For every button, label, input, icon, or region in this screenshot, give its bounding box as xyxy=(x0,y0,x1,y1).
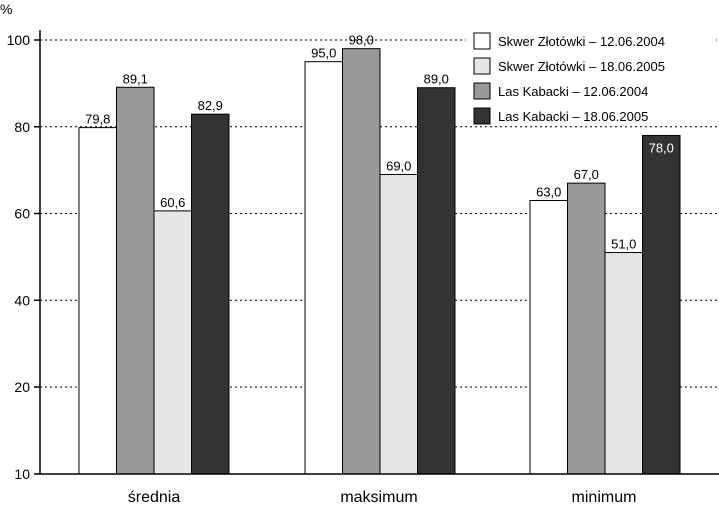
legend-swatch xyxy=(473,32,491,50)
y-tick-label: 10 xyxy=(14,466,30,482)
legend-label: Las Kabacki – 18.06.2005 xyxy=(498,109,648,124)
y-tick-label: 20 xyxy=(14,379,30,395)
bar xyxy=(191,113,230,475)
data-label: 79,8 xyxy=(85,112,110,127)
legend-label: Skwer Złotówki – 18.06.2005 xyxy=(498,59,665,74)
y-tick-label: 40 xyxy=(14,292,30,308)
axes: 10 20 40 60 80 100 średnia maksimum minimum xyxy=(7,30,719,506)
legend-swatch xyxy=(473,82,491,100)
y-tick-label: 60 xyxy=(14,206,30,222)
data-label: 82,9 xyxy=(198,98,223,113)
legend-swatch xyxy=(473,57,491,75)
legend-label: Las Kabacki – 12.06.2004 xyxy=(498,84,648,99)
bar xyxy=(379,173,418,475)
bar xyxy=(604,252,643,475)
data-label: 51,0 xyxy=(611,237,636,252)
data-label: 89,0 xyxy=(424,72,449,87)
x-category-label: średnia xyxy=(128,489,181,506)
data-label: 95,0 xyxy=(311,46,336,61)
bar xyxy=(153,210,192,475)
y-tick-label: 80 xyxy=(14,119,30,135)
x-category-label: minimum xyxy=(572,489,637,506)
data-label: 69,0 xyxy=(386,158,411,173)
data-label: 60,6 xyxy=(160,195,185,210)
data-label: 98,0 xyxy=(349,33,374,48)
bar xyxy=(78,127,117,475)
legend: Skwer Złotówki – 12.06.2004 Skwer Złotówk… xyxy=(466,24,716,125)
bar xyxy=(417,87,456,475)
bar xyxy=(342,48,381,475)
x-category-label: maksimum xyxy=(340,489,417,506)
bar xyxy=(116,86,155,475)
bars: 79,8 89,1 60,6 82,9 95,0 98,0 69,0 89,0 63,0 67,0… xyxy=(78,33,681,475)
legend-label: Skwer Złotówki – 12.06.2004 xyxy=(498,34,665,49)
y-tick-label: 100 xyxy=(7,32,31,48)
data-label: 78,0 xyxy=(649,140,674,155)
bar xyxy=(304,61,343,475)
y-axis-label: % xyxy=(0,1,12,17)
bar xyxy=(642,134,681,475)
data-label: 89,1 xyxy=(123,71,148,86)
data-label: 67,0 xyxy=(574,167,599,182)
data-label: 63,0 xyxy=(536,184,561,199)
legend-swatch xyxy=(473,107,491,125)
legend-background xyxy=(466,24,716,124)
bar xyxy=(529,199,568,475)
bar xyxy=(567,182,606,475)
